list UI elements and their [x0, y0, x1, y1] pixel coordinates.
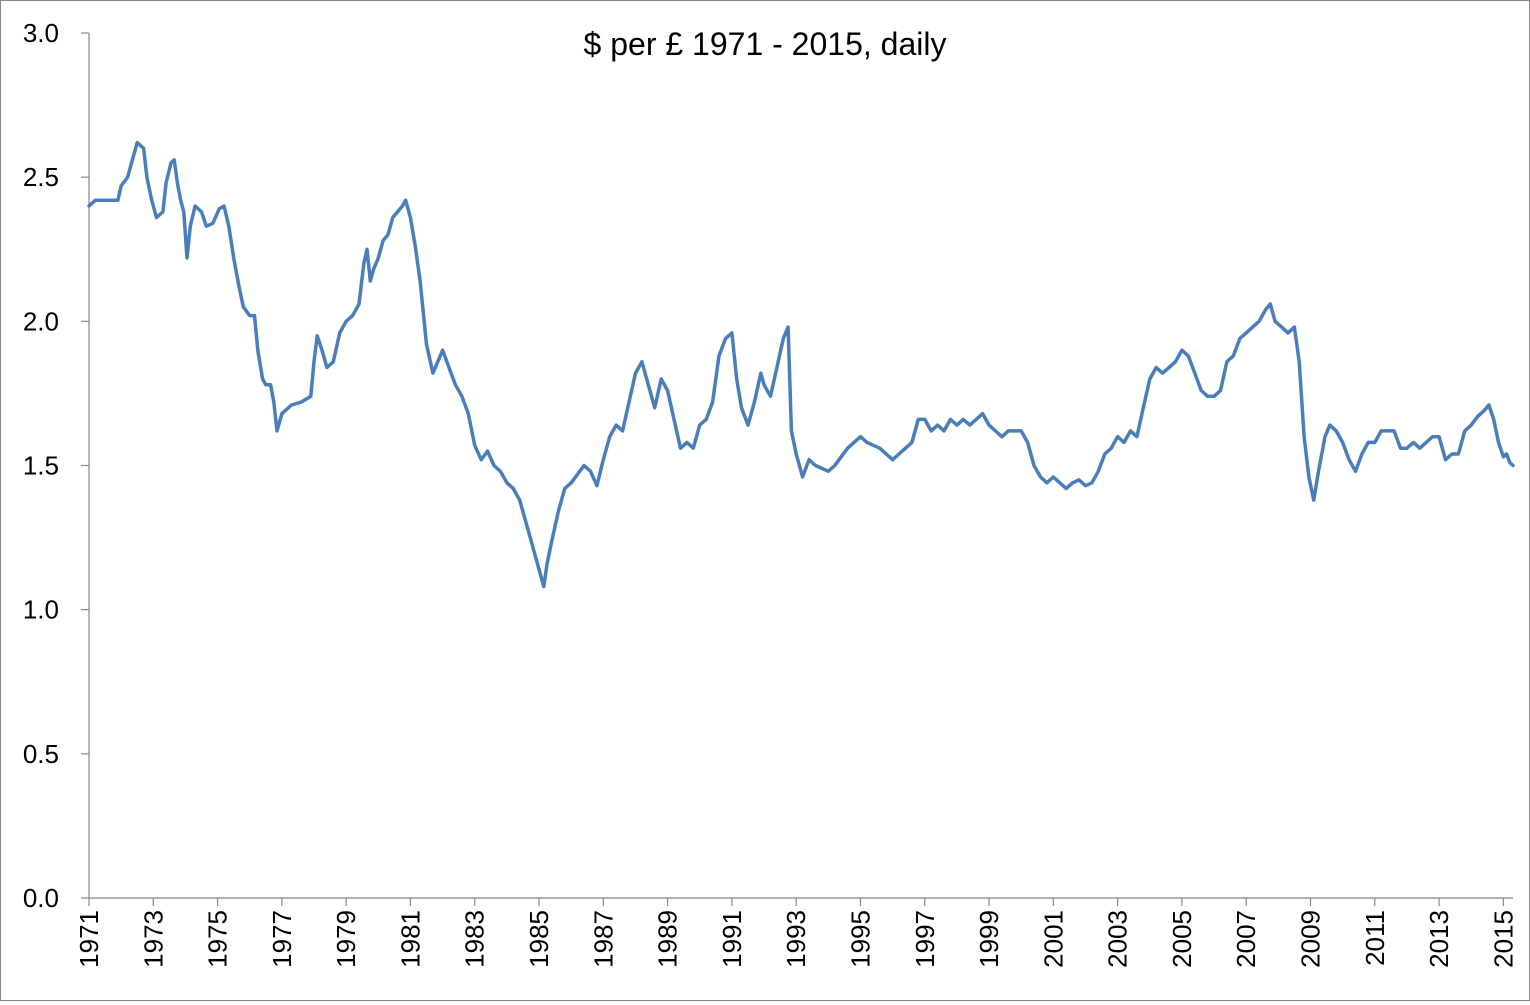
x-tick-label: 1973 [138, 910, 168, 968]
x-tick-label: 2015 [1488, 910, 1518, 968]
y-tick-label: 2.0 [23, 306, 59, 336]
y-tick-label: 1.0 [23, 595, 59, 625]
x-tick-label: 1995 [845, 910, 875, 968]
y-axis: 0.0 0.5 1.0 1.5 2.0 2.5 3.0 [23, 18, 90, 913]
y-tick-label: 1.5 [23, 451, 59, 481]
chart-title: $ per £ 1971 - 2015, daily [584, 26, 947, 62]
x-tick-label: 2005 [1167, 910, 1197, 968]
series-layer [87, 140, 1515, 589]
x-tick-label: 1975 [203, 910, 233, 968]
x-tick-label: 1985 [524, 910, 554, 968]
x-tick-label: 1989 [653, 910, 683, 968]
y-tick-label: 3.0 [23, 18, 59, 48]
y-tick-label: 2.5 [23, 162, 59, 192]
x-tick-label: 2007 [1231, 910, 1261, 968]
x-tick-label: 2001 [1038, 910, 1068, 968]
x-tick-label: 1991 [717, 910, 747, 968]
x-tick-label: 2009 [1295, 910, 1325, 968]
x-tick-label: 1979 [331, 910, 361, 968]
y-tick-label: 0.0 [23, 883, 59, 913]
x-tick-label: 2011 [1360, 910, 1390, 966]
x-tick-label: 1999 [974, 910, 1004, 968]
x-tick-label: 2003 [1103, 910, 1133, 968]
x-tick-label: 2013 [1424, 910, 1454, 968]
x-tick-label: 1997 [910, 910, 940, 968]
x-axis: 1971 1973 1975 1977 1979 1981 1983 1985 1987 1989… [74, 897, 1518, 968]
y-tick-label: 0.5 [23, 739, 59, 769]
x-tick-label: 1971 [74, 910, 104, 968]
x-tick-label: 1993 [781, 910, 811, 968]
x-tick-label: 1981 [395, 910, 425, 968]
x-tick-label: 1987 [588, 910, 618, 968]
x-tick-label: 1983 [460, 910, 490, 968]
x-tick-label: 1977 [267, 910, 297, 968]
series-line [87, 140, 1515, 589]
